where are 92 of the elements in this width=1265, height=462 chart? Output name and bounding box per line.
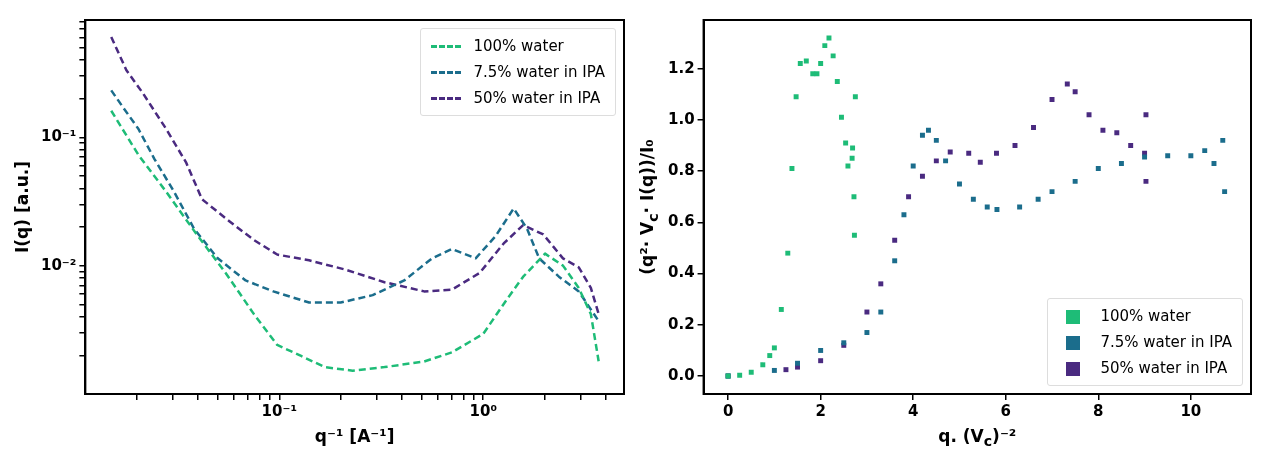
point: [822, 43, 828, 49]
point: [957, 181, 962, 187]
y-tick-label: 0.6: [667, 212, 695, 231]
x-tick-label: 10: [1180, 401, 1202, 420]
point: [783, 367, 789, 373]
point: [864, 309, 870, 315]
point: [1142, 154, 1148, 160]
point: [977, 159, 983, 165]
point: [767, 353, 773, 359]
point: [943, 158, 949, 164]
point: [851, 232, 857, 238]
point: [814, 71, 820, 77]
point: [1188, 153, 1194, 159]
y-tick-label: 0.2: [667, 314, 695, 333]
point: [919, 132, 925, 138]
y-tick-label: 0.8: [667, 161, 695, 180]
point: [1072, 178, 1078, 184]
point: [1072, 89, 1078, 95]
point: [901, 212, 907, 218]
point: [785, 250, 791, 256]
point: [1143, 178, 1149, 184]
point: [818, 347, 824, 353]
x-tick-label: 0: [722, 401, 734, 420]
point: [849, 155, 855, 161]
x-tick-label: 4: [907, 401, 919, 420]
x-tick-label: 2: [815, 401, 826, 420]
x-axis-title: q⁻¹ [A⁻¹]: [313, 426, 396, 446]
point: [1031, 125, 1036, 131]
point: [966, 150, 972, 156]
point: [919, 173, 925, 179]
point: [970, 196, 976, 202]
point: [839, 114, 844, 120]
point: [1118, 160, 1124, 166]
point: [994, 207, 1000, 213]
x-tick-label: 8: [1093, 401, 1104, 420]
point: [878, 309, 884, 315]
point: [892, 258, 898, 264]
point: [1128, 143, 1134, 148]
point: [789, 166, 795, 172]
point: [793, 94, 799, 100]
y-tick-label: 10⁻²: [40, 255, 77, 274]
legend-label: 50% water in IPA: [1100, 359, 1228, 377]
x-tick-label: 10⁰: [469, 401, 497, 420]
legend-label: 7.5% water in IPA: [473, 63, 605, 81]
point: [878, 281, 884, 287]
legend-label: 50% water in IPA: [473, 89, 601, 107]
point: [818, 358, 824, 364]
point: [947, 149, 953, 155]
point: [830, 53, 836, 59]
y-axis-title: I(q) [a.u.]: [12, 161, 32, 253]
point: [760, 362, 766, 368]
point: [748, 369, 754, 375]
point: [834, 79, 840, 84]
point: [850, 145, 856, 151]
point: [778, 306, 784, 312]
point: [892, 237, 898, 243]
y-tick-label: 0.4: [667, 263, 695, 282]
point: [1222, 189, 1228, 195]
point: [851, 194, 857, 200]
point: [1064, 81, 1070, 87]
point: [1100, 127, 1106, 133]
point: [843, 140, 849, 146]
point: [1143, 112, 1149, 118]
point: [906, 194, 912, 200]
point: [1202, 148, 1208, 154]
point: [994, 150, 999, 156]
legend-label: 100% water: [1100, 307, 1191, 325]
point: [1086, 112, 1092, 118]
y-tick-label: 1.2: [667, 58, 695, 77]
legend-label: 7.5% water in IPA: [1100, 333, 1232, 351]
point: [925, 127, 931, 133]
legend-label: 100% water: [473, 37, 564, 55]
point: [1220, 137, 1226, 143]
point: [1095, 166, 1101, 172]
point: [933, 158, 939, 164]
y-tick-label: 0.0: [667, 365, 695, 384]
x-axis-title: q. (V$_{c}$)⁻²: [937, 426, 1018, 450]
point: [771, 367, 777, 373]
point: [1035, 196, 1041, 202]
point: [933, 137, 939, 143]
point: [795, 360, 800, 366]
point: [797, 61, 803, 67]
point: [818, 61, 824, 67]
y-tick-label: 1.0: [667, 109, 695, 128]
point: [1165, 153, 1171, 159]
x-tick-label: 10⁻¹: [261, 401, 297, 420]
x-tick-label: 6: [1000, 401, 1011, 420]
point: [864, 330, 870, 335]
point: [1114, 130, 1120, 136]
point: [771, 345, 777, 351]
point: [852, 94, 858, 100]
point: [737, 372, 743, 378]
